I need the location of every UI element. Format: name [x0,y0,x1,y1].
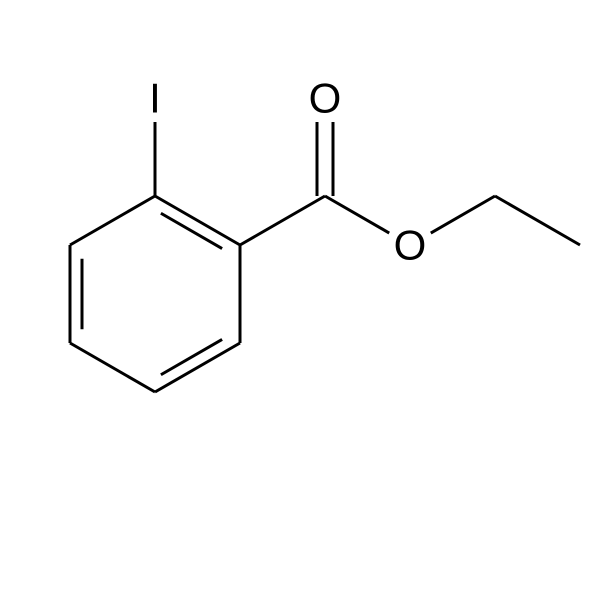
bond [240,196,325,245]
bond [325,196,389,233]
chemical-structure: I O O [0,0,600,600]
bond [431,196,495,233]
bond [70,196,155,245]
bond [155,343,240,392]
bond [155,196,240,245]
bond [70,343,155,392]
atom-label-O: O [394,222,427,269]
atom-label-O: O [309,75,342,122]
bond [495,196,580,245]
atom-label-I: I [149,75,161,122]
